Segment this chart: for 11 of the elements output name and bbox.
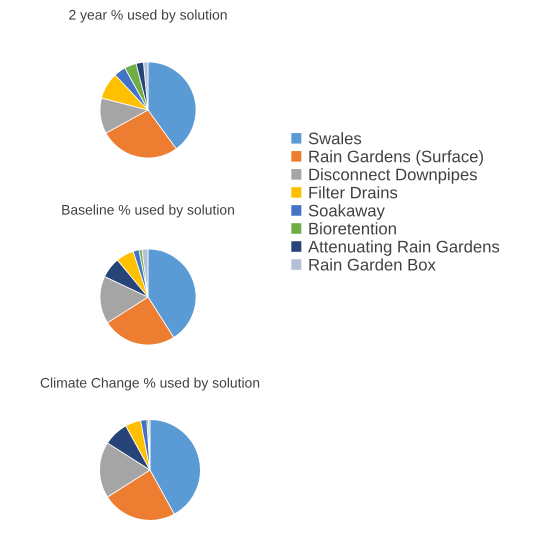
legend-label: Bioretention <box>309 222 396 235</box>
legend-label: Rain Gardens (Surface) <box>309 150 483 166</box>
legend-label: Soakaway <box>308 204 385 220</box>
legend-label: Swales <box>308 132 362 144</box>
chart-title: Baseline % used by solution <box>62 204 234 218</box>
chart-title: 2 year % used by solution <box>69 10 227 22</box>
legend-label: Filter Drains <box>309 186 398 198</box>
legend-label: Disconnect Downpipes <box>309 168 477 184</box>
chart-title: Climate Change % used by solution <box>40 378 260 390</box>
legend-label: Attenuating Rain Gardens <box>308 240 500 256</box>
legend-label: Rain Garden Box <box>309 258 436 271</box>
